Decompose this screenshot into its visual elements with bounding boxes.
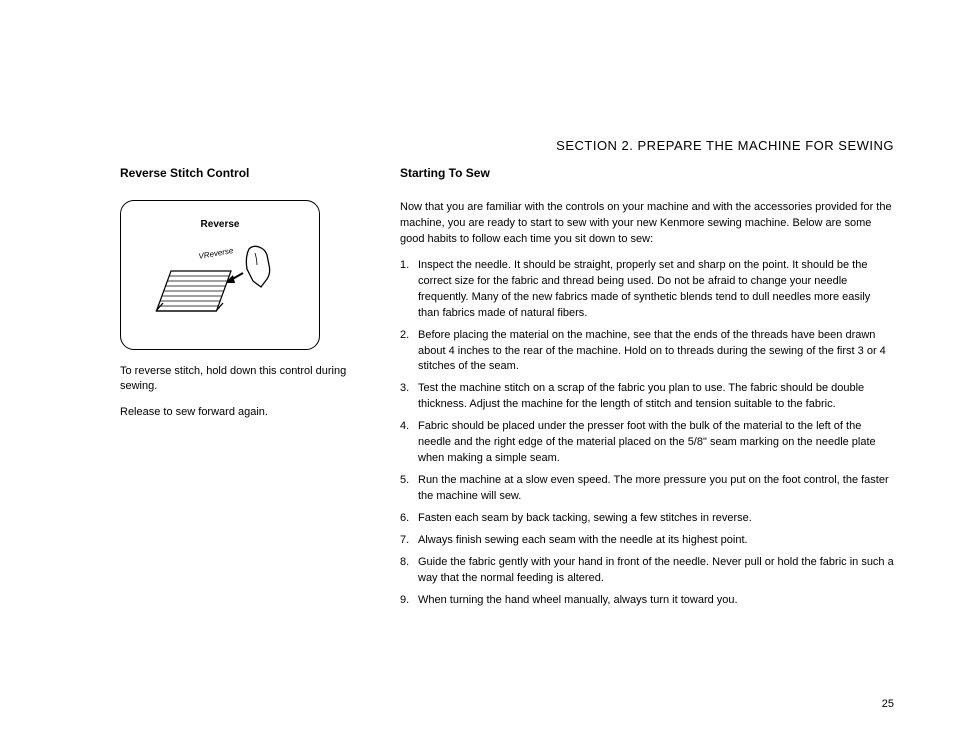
instruction-list: 1. Inspect the needle. It should be strai… [400, 258, 894, 609]
intro-paragraph: Now that you are familiar with the contr… [400, 200, 894, 248]
page-number: 25 [882, 698, 894, 710]
list-item: 5. Run the machine at a slow even speed. … [400, 473, 894, 505]
item-number: 5. [400, 473, 409, 489]
reverse-control-illustration: VReverse [151, 241, 301, 336]
item-number: 6. [400, 511, 409, 527]
right-column: Starting To Sew Now that you are familia… [400, 166, 894, 615]
right-heading: Starting To Sew [400, 166, 894, 180]
item-number: 1. [400, 258, 409, 274]
content-columns: Reverse Stitch Control Reverse VReverse [120, 166, 894, 615]
item-number: 9. [400, 593, 409, 609]
reverse-diagram: Reverse VReverse [120, 200, 320, 350]
left-column: Reverse Stitch Control Reverse VReverse [120, 166, 360, 615]
item-text: Guide the fabric gently with your hand i… [418, 556, 894, 584]
item-text: Fabric should be placed under the presse… [418, 420, 876, 464]
item-text: When turning the hand wheel manually, al… [418, 594, 738, 606]
svg-text:VReverse: VReverse [198, 246, 235, 261]
list-item: 3. Test the machine stitch on a scrap of … [400, 381, 894, 413]
item-text: Fasten each seam by back tacking, sewing… [418, 512, 752, 524]
item-number: 8. [400, 555, 409, 571]
list-item: 7. Always finish sewing each seam with th… [400, 533, 894, 549]
item-number: 7. [400, 533, 409, 549]
list-item: 6. Fasten each seam by back tacking, sewi… [400, 511, 894, 527]
list-item: 2. Before placing the material on the mac… [400, 328, 894, 376]
item-text: Always finish sewing each seam with the … [418, 534, 748, 546]
list-item: 4. Fabric should be placed under the pres… [400, 419, 894, 467]
list-item: 1. Inspect the needle. It should be strai… [400, 258, 894, 322]
item-number: 2. [400, 328, 409, 344]
list-item: 8. Guide the fabric gently with your hand… [400, 555, 894, 587]
left-heading: Reverse Stitch Control [120, 166, 360, 180]
caption-1: To reverse stitch, hold down this contro… [120, 364, 360, 395]
caption-2: Release to sew forward again. [120, 405, 360, 420]
list-item: 9. When turning the hand wheel manually, … [400, 593, 894, 609]
item-number: 4. [400, 419, 409, 435]
diagram-label: Reverse [201, 219, 240, 230]
section-header: SECTION 2. PREPARE THE MACHINE FOR SEWIN… [556, 138, 894, 153]
item-text: Before placing the material on the machi… [418, 329, 886, 373]
item-text: Test the machine stitch on a scrap of th… [418, 382, 864, 410]
item-number: 3. [400, 381, 409, 397]
item-text: Inspect the needle. It should be straigh… [418, 259, 870, 319]
item-text: Run the machine at a slow even speed. Th… [418, 474, 889, 502]
